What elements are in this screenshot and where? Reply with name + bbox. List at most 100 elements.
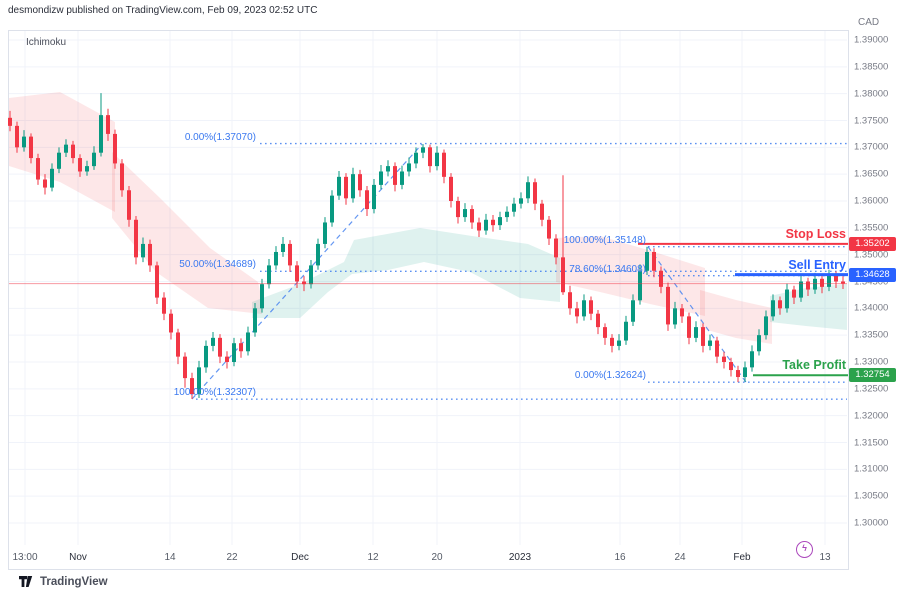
fib-trendline-1[interactable] (191, 143, 423, 400)
candle-body (771, 300, 775, 317)
candle-body (750, 351, 754, 368)
price-tick-label: 1.31500 (854, 437, 889, 448)
time-tick-label: 12 (367, 552, 379, 563)
candle-body (778, 300, 782, 309)
sell-entry-label[interactable]: Sell Entry (788, 257, 846, 272)
time-tick-label: 22 (226, 552, 238, 563)
candle-body (246, 332, 250, 352)
candle-body (575, 308, 579, 317)
candle-body (519, 198, 523, 204)
candle-body (512, 203, 516, 212)
candle-body (498, 217, 502, 226)
candle-body (743, 367, 747, 378)
take-profit-label[interactable]: Take Profit (782, 358, 846, 373)
candle-body (134, 219, 138, 258)
candle-body (162, 297, 166, 314)
candle-body (435, 152, 439, 167)
candle-body (372, 184, 376, 210)
candle-body (365, 190, 369, 210)
stop-loss-price-badge[interactable]: 1.35202 (849, 236, 896, 251)
candle-body (288, 243, 292, 266)
ichimoku-cloud-pink (556, 236, 705, 316)
candle-body (813, 278, 817, 290)
fib-level-label[interactable]: 78.60%(1.34608) (569, 263, 646, 275)
publication-marker-icon[interactable]: ϟ (796, 541, 813, 558)
price-tick-label: 1.35500 (854, 222, 889, 234)
candle-body (736, 370, 740, 378)
fib-level-label[interactable]: 50.00%(1.34689) (179, 259, 256, 271)
candle-body (456, 201, 460, 218)
tradingview-logo-icon[interactable] (18, 574, 34, 590)
candle-body (176, 332, 180, 357)
candle-body (232, 343, 236, 362)
candle-body (302, 281, 306, 285)
candle-body (666, 286, 670, 325)
time-tick-label: Feb (733, 552, 751, 563)
candle-body (540, 203, 544, 220)
sell-entry-price-badge[interactable]: 1.34628 (849, 267, 896, 282)
price-tick-label: 1.30000 (854, 517, 889, 529)
candle-body (722, 356, 726, 362)
fib-level-label[interactable]: 0.00%(1.32624) (574, 370, 646, 382)
candle-body (764, 316, 768, 336)
candle-body (78, 158, 82, 172)
candle-body (169, 313, 173, 333)
candle-body (729, 362, 733, 371)
candle-body (757, 335, 761, 352)
candle-body (547, 219, 551, 239)
indicator-label[interactable]: Ichimoku (26, 37, 67, 48)
ichimoku-cloud-green (770, 284, 847, 330)
candle-body (29, 136, 33, 159)
candle-body (141, 243, 145, 258)
attribution-text: desmondizw published on TradingView.com,… (8, 5, 318, 16)
time-tick-label: 14 (164, 552, 176, 563)
candle-body (92, 152, 96, 167)
candle-body (589, 300, 593, 314)
fib-level-label[interactable]: 100.00%(1.35148) (563, 234, 646, 246)
candle-body (785, 289, 789, 309)
candle-body (561, 257, 565, 293)
time-tick-label: 2023 (508, 552, 532, 563)
tradingview-brand-text[interactable]: TradingView (40, 576, 108, 588)
time-tick-label: 20 (431, 552, 443, 563)
candle-body (85, 166, 89, 172)
candle-body (204, 345, 208, 368)
candle-body (715, 340, 719, 357)
fib-trendline-2[interactable] (647, 246, 747, 383)
candle-body (526, 182, 530, 199)
candle-body (421, 147, 425, 153)
candle-body (645, 251, 649, 271)
candle-body (386, 166, 390, 172)
fib-level-label[interactable]: 100.00%(1.32307) (173, 387, 256, 399)
candle-body (15, 125, 19, 148)
stop-loss-label[interactable]: Stop Loss (785, 226, 846, 241)
candle-body (400, 171, 404, 185)
fib-level-label[interactable]: 0.00%(1.37070) (184, 131, 256, 143)
price-tick-label: 1.36500 (854, 168, 889, 180)
time-tick-label: Dec (291, 552, 309, 563)
candle-body (379, 171, 383, 185)
candle-body (463, 209, 467, 218)
candle-body (218, 337, 222, 357)
candle-body (274, 251, 278, 266)
candle-body (631, 300, 635, 322)
candle-body (36, 158, 40, 180)
candle-body (505, 211, 509, 218)
take-profit-price-badge[interactable]: 1.32754 (849, 368, 896, 383)
candle-body (554, 238, 558, 258)
candle-body (253, 308, 257, 333)
price-tick-label: 1.32000 (854, 410, 889, 422)
candle-body (50, 168, 54, 188)
candle-body (617, 340, 621, 346)
candle-body (582, 300, 586, 317)
candle-body (827, 275, 831, 287)
price-tick-label: 1.34000 (854, 302, 889, 314)
time-tick-label: Nov (69, 552, 87, 563)
candle-body (120, 163, 124, 191)
candle-body (820, 278, 824, 287)
candle-body (183, 356, 187, 379)
candle-body (603, 327, 607, 338)
candle-body (22, 136, 26, 148)
candle-body (491, 219, 495, 226)
candle-body (414, 152, 418, 164)
